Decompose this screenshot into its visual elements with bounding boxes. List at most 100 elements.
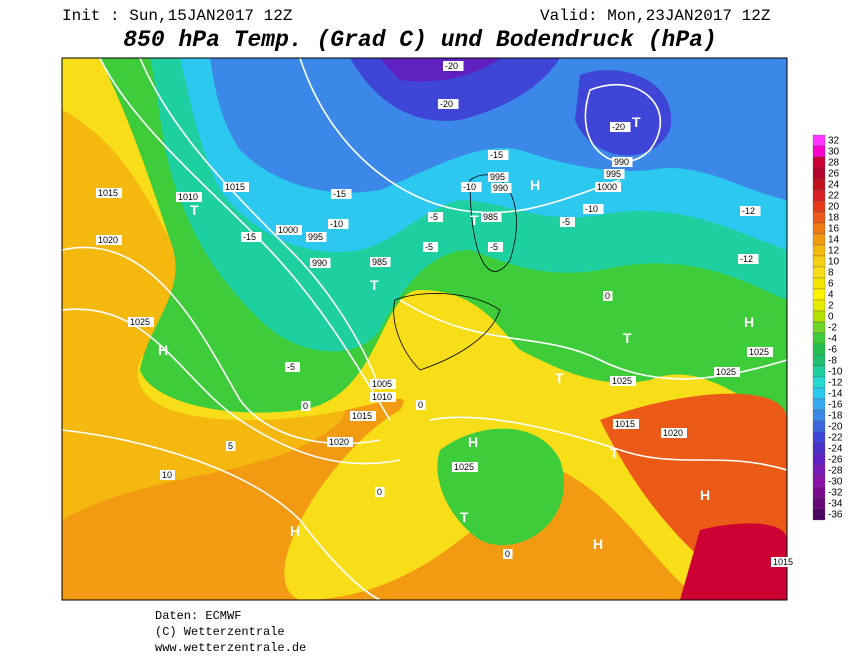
label-box xyxy=(306,232,327,242)
colorbar-swatch xyxy=(812,277,826,290)
pressure-center: H xyxy=(290,523,300,539)
colorbar-label: -8 xyxy=(828,356,837,367)
colorbar-swatch xyxy=(812,310,826,323)
contour-label: -10 xyxy=(585,204,598,214)
label-box xyxy=(428,212,443,222)
colorbar-swatch xyxy=(812,222,826,235)
colorbar-label: -20 xyxy=(828,422,843,433)
contour-label: 985 xyxy=(483,212,498,222)
contour-label: 1025 xyxy=(130,317,150,327)
contour-label: -5 xyxy=(562,217,570,227)
label-box xyxy=(503,549,513,559)
label-box xyxy=(771,557,797,567)
label-box xyxy=(226,441,236,451)
colorbar-label: -32 xyxy=(828,488,843,499)
colorbar-swatch xyxy=(812,288,826,301)
contour-label: 1025 xyxy=(454,462,474,472)
label-box xyxy=(331,189,352,199)
label-box xyxy=(328,219,349,229)
colorbar-label: 32 xyxy=(828,136,840,147)
contour-label: 1000 xyxy=(597,182,617,192)
contour-label: 1010 xyxy=(178,192,198,202)
colorbar-swatch xyxy=(812,189,826,202)
label-box xyxy=(612,157,633,167)
label-box xyxy=(604,169,625,179)
colorbar-swatch xyxy=(812,211,826,224)
label-box xyxy=(310,258,331,268)
pressure-center: T xyxy=(610,445,619,461)
contour-label: -10 xyxy=(463,182,476,192)
colorbar-label: -16 xyxy=(828,400,843,411)
label-box xyxy=(461,182,482,192)
pressure-center: H xyxy=(744,314,754,330)
pressure-center: T xyxy=(623,330,632,346)
colorbar-swatch xyxy=(812,255,826,268)
colorbar-swatch xyxy=(812,244,826,257)
colorbar-label: 4 xyxy=(828,290,834,301)
footer-url: www.wetterzentrale.de xyxy=(155,641,306,655)
colorbar: 32302826242220181614121086420-2-4-6-8-10… xyxy=(812,134,843,521)
contour-label: -20 xyxy=(440,99,453,109)
contour-label: 0 xyxy=(377,487,382,497)
label-box xyxy=(595,182,621,192)
label-box xyxy=(241,232,262,242)
label-box xyxy=(438,99,459,109)
label-box xyxy=(488,150,509,160)
contour-label: -5 xyxy=(425,242,433,252)
contour-label: -20 xyxy=(445,61,458,71)
contour-label: 1015 xyxy=(98,188,118,198)
colorbar-swatch xyxy=(812,497,826,510)
footer-copyright: (C) Wetterzentrale xyxy=(155,625,285,639)
pressure-center: H xyxy=(593,536,603,552)
label-box xyxy=(96,235,122,245)
colorbar-label: 28 xyxy=(828,158,840,169)
colorbar-label: 22 xyxy=(828,191,840,202)
label-box xyxy=(160,470,175,480)
contour-label: -5 xyxy=(430,212,438,222)
colorbar-swatch xyxy=(812,266,826,279)
contour-label: 1010 xyxy=(372,392,392,402)
colorbar-swatch xyxy=(812,365,826,378)
colorbar-label: 2 xyxy=(828,301,834,312)
contour-label: 1015 xyxy=(225,182,245,192)
colorbar-label: 16 xyxy=(828,224,840,235)
colorbar-label: -2 xyxy=(828,323,837,334)
pressure-center: T xyxy=(470,212,479,228)
contour-label: 985 xyxy=(372,257,387,267)
label-box xyxy=(423,242,438,252)
colorbar-label: -10 xyxy=(828,367,843,378)
label-box xyxy=(96,188,122,198)
contour-label: -15 xyxy=(490,150,503,160)
label-box xyxy=(610,122,631,132)
colorbar-swatch xyxy=(812,332,826,345)
label-box xyxy=(416,400,426,410)
colorbar-swatch xyxy=(812,409,826,422)
colorbar-swatch xyxy=(812,233,826,246)
label-box xyxy=(740,206,761,216)
init-time: Init : Sun,15JAN2017 12Z xyxy=(62,7,293,25)
colorbar-label: 6 xyxy=(828,279,834,290)
contour-label: 1025 xyxy=(749,347,769,357)
colorbar-label: 24 xyxy=(828,180,840,191)
colorbar-label: 12 xyxy=(828,246,840,257)
label-box xyxy=(350,411,376,421)
colorbar-swatch xyxy=(812,475,826,488)
colorbar-label: -30 xyxy=(828,477,843,488)
contour-label: -20 xyxy=(612,122,625,132)
colorbar-label: -22 xyxy=(828,433,843,444)
pressure-center: T xyxy=(632,114,641,130)
label-box xyxy=(603,291,613,301)
colorbar-label: -14 xyxy=(828,389,843,400)
colorbar-swatch xyxy=(812,387,826,400)
contour-label: 1015 xyxy=(615,419,635,429)
map xyxy=(62,58,787,600)
colorbar-swatch xyxy=(812,156,826,169)
footer-source: Daten: ECMWF xyxy=(155,609,241,623)
contour-label: -15 xyxy=(333,189,346,199)
colorbar-swatch xyxy=(812,343,826,356)
contour-label: -12 xyxy=(740,254,753,264)
contour-label: 10 xyxy=(162,470,172,480)
label-box xyxy=(370,257,391,267)
colorbar-label: 8 xyxy=(828,268,834,279)
colorbar-label: -6 xyxy=(828,345,837,356)
